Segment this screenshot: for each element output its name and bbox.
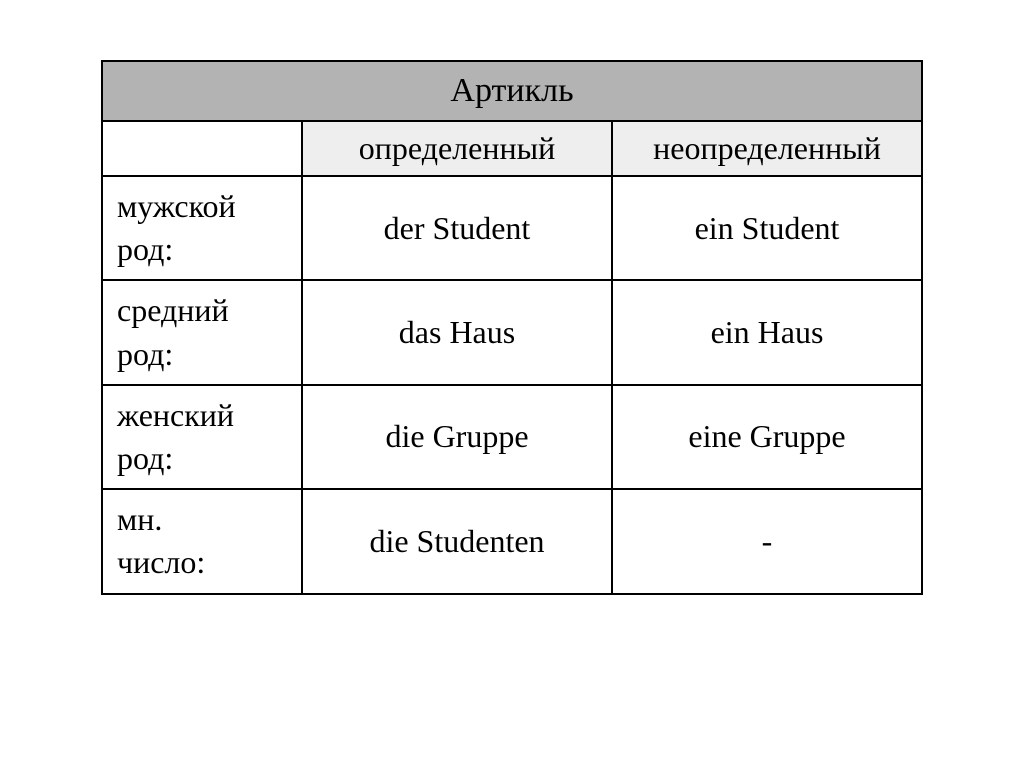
cell-masculine-indefinite: ein Student	[612, 176, 922, 280]
cell-plural-definite: die Studenten	[302, 489, 612, 593]
column-header-definite: определенный	[302, 121, 612, 176]
table-row: женскийрод: die Gruppe eine Gruppe	[102, 385, 922, 489]
cell-neuter-definite: das Haus	[302, 280, 612, 384]
row-label-masculine: мужскойрод:	[102, 176, 302, 280]
cell-feminine-definite: die Gruppe	[302, 385, 612, 489]
table-subheader-row: определенный неопределенный	[102, 121, 922, 176]
cell-feminine-indefinite: eine Gruppe	[612, 385, 922, 489]
row-label-neuter: среднийрод:	[102, 280, 302, 384]
row-label-feminine: женскийрод:	[102, 385, 302, 489]
table-header-row: Артикль	[102, 61, 922, 121]
article-table: Артикль определенный неопределенный мужс…	[101, 60, 923, 595]
row-label-plural: мн.число:	[102, 489, 302, 593]
table-row: мужскойрод: der Student ein Student	[102, 176, 922, 280]
cell-neuter-indefinite: ein Haus	[612, 280, 922, 384]
table-row: среднийрод: das Haus ein Haus	[102, 280, 922, 384]
table-title: Артикль	[102, 61, 922, 121]
column-header-indefinite: неопределенный	[612, 121, 922, 176]
cell-masculine-definite: der Student	[302, 176, 612, 280]
table-row: мн.число: die Studenten -	[102, 489, 922, 593]
cell-plural-indefinite: -	[612, 489, 922, 593]
column-header-empty	[102, 121, 302, 176]
